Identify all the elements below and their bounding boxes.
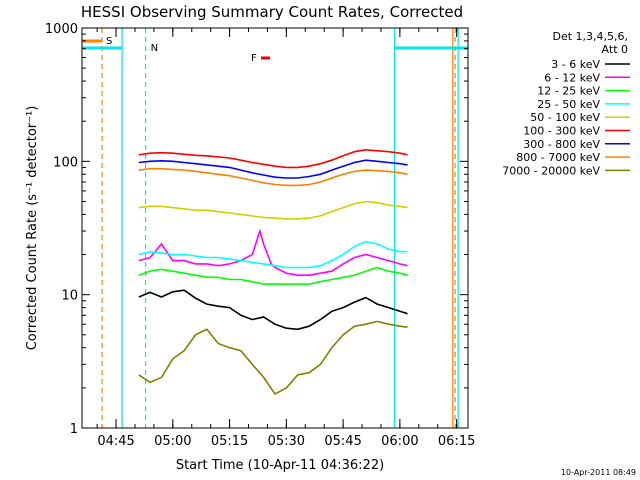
legend-label-8: 7000 - 20000 keV — [502, 164, 600, 177]
legend-label-5: 100 - 300 keV — [523, 125, 600, 138]
x-tick-label: 05:30 — [268, 434, 305, 449]
series-line-1 — [138, 228, 408, 277]
x-tick-label: 05:45 — [324, 434, 361, 449]
x-tick-label: 05:15 — [211, 434, 248, 449]
y-axis: 1 10 100 1000 — [45, 22, 468, 437]
y-tick-label: 100 — [53, 155, 78, 170]
night-label: N — [151, 43, 158, 54]
x-tick-label: 05:00 — [154, 434, 191, 449]
series-line-3 — [138, 240, 408, 269]
series-line-2 — [138, 266, 408, 285]
x-axis: 04:45 05:00 05:15 05:30 05:45 06:00 06:15 — [96, 28, 475, 449]
chart-title: HESSI Observing Summary Count Rates, Cor… — [81, 3, 463, 21]
series-line-7 — [138, 167, 408, 187]
legend-header-line-2: Att 0 — [602, 43, 628, 56]
legend-label-2: 12 - 25 keV — [537, 85, 600, 98]
x-tick-label: 06:15 — [438, 434, 475, 449]
x-axis-label: Start Time (10-Apr-11 04:36:22) — [176, 458, 384, 473]
legend-label-0: 3 - 6 keV — [551, 58, 600, 71]
y-tick-label: 10 — [61, 289, 78, 304]
series-line-4 — [138, 200, 408, 220]
series-line-0 — [138, 289, 408, 331]
series-line-8 — [138, 320, 408, 396]
legend-label-4: 50 - 100 keV — [530, 111, 600, 124]
legend-label-3: 25 - 50 keV — [537, 98, 600, 111]
plot-frame — [81, 27, 469, 429]
y-axis-label: Corrected Count Rate (s⁻¹ detector⁻¹) — [25, 106, 40, 351]
x-tick-label: 06:00 — [381, 434, 418, 449]
timestamp: 10-Apr-2011 08:49 — [561, 468, 636, 477]
legend-label-6: 300 - 800 keV — [523, 138, 600, 151]
series-line-6 — [138, 159, 408, 179]
series-line-5 — [138, 148, 408, 169]
saa-label: S — [106, 36, 112, 47]
y-tick-label: 1 — [70, 422, 78, 437]
legend-label-1: 6 - 12 keV — [544, 71, 600, 84]
plot-area: S N F — [82, 28, 468, 428]
legend-header-line-1: Det 1,3,4,5,6, — [552, 30, 628, 43]
y-tick-label: 1000 — [45, 22, 78, 37]
x-tick-label: 04:45 — [97, 434, 134, 449]
flare-label: F — [251, 53, 257, 64]
legend-label-7: 800 - 7000 keV — [516, 151, 600, 164]
